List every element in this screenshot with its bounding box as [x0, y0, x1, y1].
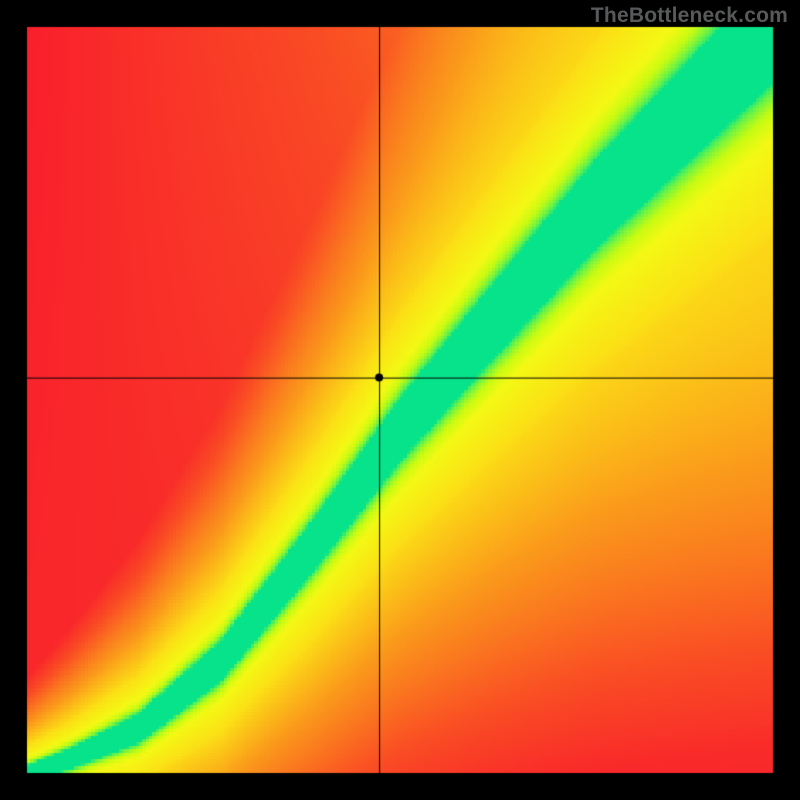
watermark-text: TheBottleneck.com [591, 4, 788, 28]
bottleneck-heatmap-canvas [0, 0, 800, 800]
chart-container: TheBottleneck.com [0, 0, 800, 800]
